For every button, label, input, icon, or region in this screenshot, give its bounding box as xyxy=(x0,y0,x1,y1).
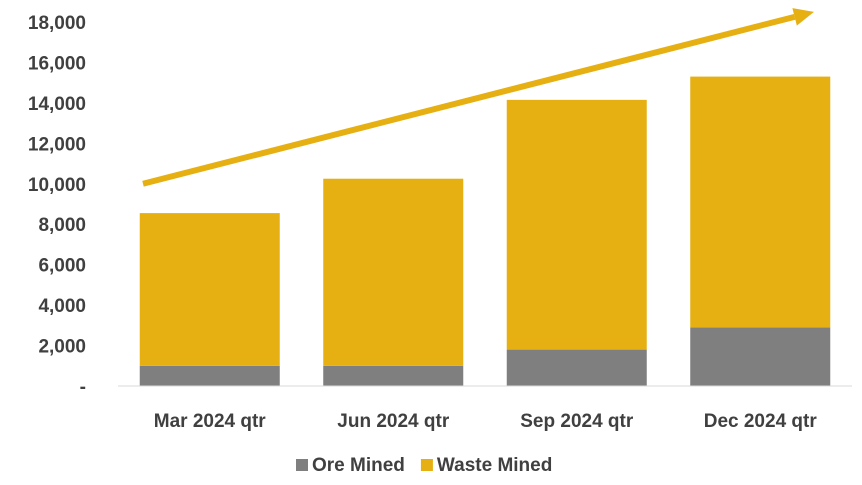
y-tick-label: 8,000 xyxy=(38,215,86,236)
y-tick-label: 10,000 xyxy=(28,175,86,196)
y-axis-ticks: - 2,000 4,000 6,000 8,000 10,000 12,000 14,000 1… xyxy=(28,13,86,398)
y-tick-label: - xyxy=(80,377,86,398)
legend-label: Waste Mined xyxy=(437,455,552,476)
y-tick-label: 18,000 xyxy=(28,13,86,34)
bar-waste-mined xyxy=(323,178,464,366)
trend-arrow-head xyxy=(792,8,814,26)
bar-ore-mined xyxy=(139,365,280,386)
legend-swatch xyxy=(420,459,433,471)
bar-waste-mined xyxy=(506,99,647,350)
x-category-label: Dec 2024 qtr xyxy=(704,411,818,432)
y-tick-label: 16,000 xyxy=(28,53,86,74)
bar-waste-mined xyxy=(690,76,831,328)
legend-swatch xyxy=(296,459,308,471)
y-tick-label: 6,000 xyxy=(38,256,86,277)
x-category-label: Sep 2024 qtr xyxy=(520,411,634,432)
bar-ore-mined xyxy=(323,365,464,386)
bar-waste-mined xyxy=(139,213,280,366)
y-tick-label: 4,000 xyxy=(38,296,86,317)
trend-arrow-shaft xyxy=(142,13,796,187)
bars xyxy=(139,76,831,386)
y-tick-label: 12,000 xyxy=(28,134,86,155)
y-tick-label: 14,000 xyxy=(28,94,86,115)
x-category-label: Mar 2024 qtr xyxy=(154,411,267,432)
x-axis-categories: Mar 2024 qtr Jun 2024 qtr Sep 2024 qtr Dec … xyxy=(154,411,818,432)
y-tick-label: 2,000 xyxy=(38,337,86,358)
trend-arrow xyxy=(142,8,814,187)
legend-label: Ore Mined xyxy=(312,455,405,476)
x-category-label: Jun 2024 qtr xyxy=(337,411,450,432)
bar-ore-mined xyxy=(690,327,831,386)
bar-ore-mined xyxy=(506,349,647,386)
legend: Ore Mined Waste Mined xyxy=(296,455,552,476)
